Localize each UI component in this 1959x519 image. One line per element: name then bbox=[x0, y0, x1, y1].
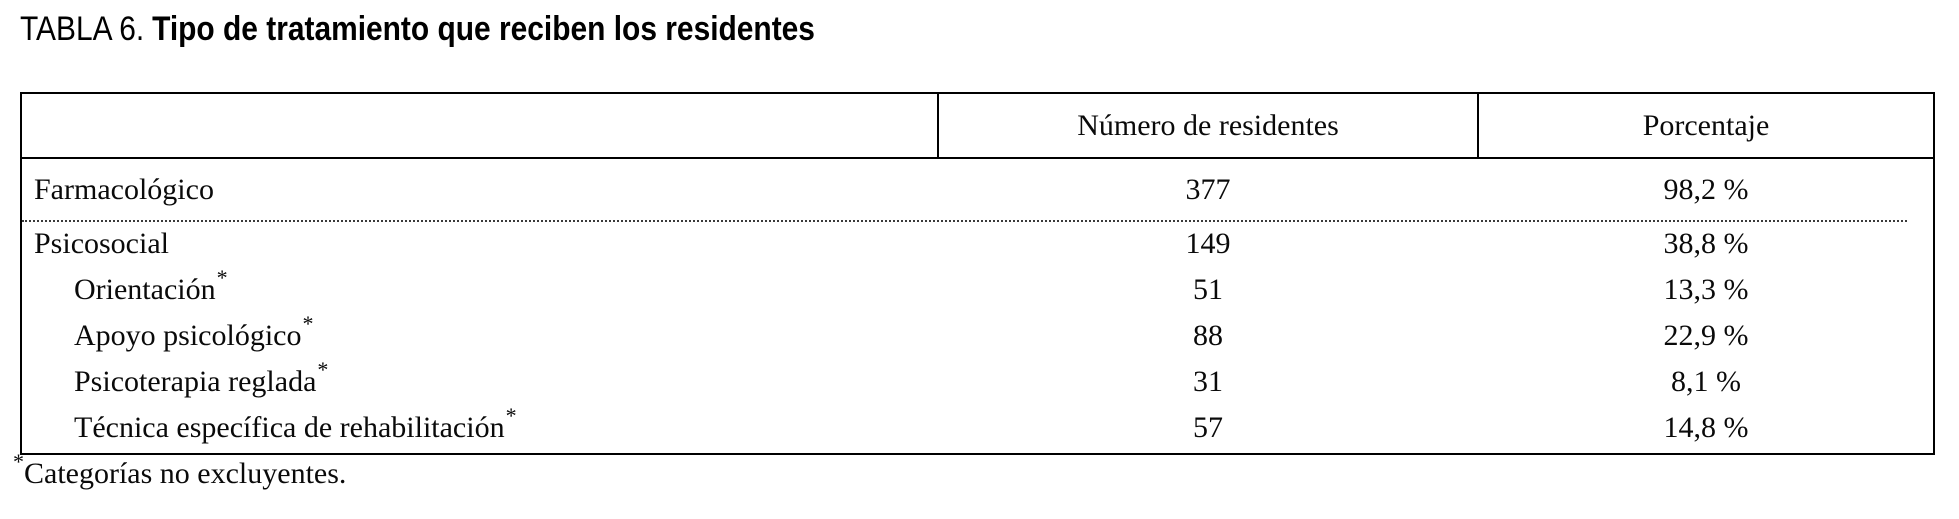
table-row: Farmacológico 377 98,2 % bbox=[22, 159, 1933, 222]
row-percentage: 98,2 % bbox=[1663, 173, 1749, 206]
row-label: Técnica específica de rehabilitación* bbox=[22, 405, 937, 445]
treatment-table: Número de residentes Porcentaje Farmacol… bbox=[20, 92, 1935, 455]
row-label-text: Apoyo psicológico bbox=[74, 319, 302, 352]
row-percentage: 38,8 % bbox=[1663, 227, 1749, 260]
table-row: Técnica específica de rehabilitación* 57… bbox=[22, 405, 1933, 451]
row-label: Farmacológico bbox=[22, 173, 937, 207]
row-label-text: Psicoterapia reglada bbox=[74, 365, 317, 398]
row-asterisk-marker: * bbox=[317, 357, 329, 382]
row-residents-count: 57 bbox=[1193, 411, 1223, 444]
row-percentage: 13,3 % bbox=[1663, 273, 1749, 306]
table-title-number: TABLA 6. bbox=[20, 10, 145, 48]
row-label: Orientación* bbox=[22, 267, 937, 307]
row-residents-count: 149 bbox=[1185, 227, 1231, 260]
header-empty-cell bbox=[22, 94, 937, 157]
footnote-asterisk-marker: * bbox=[13, 449, 24, 474]
table-footnote: *Categorías no excluyentes. bbox=[13, 451, 347, 491]
row-label-text: Técnica específica de rehabilitación bbox=[74, 411, 505, 444]
table-row: Apoyo psicológico* 88 22,9 % bbox=[22, 313, 1933, 359]
header-percentage: Porcentaje bbox=[1477, 94, 1933, 157]
row-label: Apoyo psicológico* bbox=[22, 313, 937, 353]
header-residents-count: Número de residentes bbox=[937, 94, 1477, 157]
row-label-text: Psicosocial bbox=[34, 227, 169, 260]
row-asterisk-marker: * bbox=[302, 311, 314, 336]
table-row: Orientación* 51 13,3 % bbox=[22, 267, 1933, 313]
row-label-text: Orientación bbox=[74, 273, 216, 306]
table-title: TABLA 6. Tipo de tratamiento que reciben … bbox=[20, 8, 815, 50]
row-label: Psicosocial bbox=[22, 227, 937, 261]
table-header-row: Número de residentes Porcentaje bbox=[22, 94, 1933, 159]
row-asterisk-marker: * bbox=[505, 403, 517, 428]
row-percentage: 22,9 % bbox=[1663, 319, 1749, 352]
row-residents-count: 377 bbox=[1185, 173, 1231, 206]
table-title-text: Tipo de tratamiento que reciben los resi… bbox=[152, 10, 815, 48]
table-row: Psicoterapia reglada* 31 8,1 % bbox=[22, 359, 1933, 405]
footnote-text: Categorías no excluyentes. bbox=[24, 457, 347, 490]
row-label: Psicoterapia reglada* bbox=[22, 359, 937, 399]
table-row: Psicosocial 149 38,8 % bbox=[22, 221, 1933, 267]
row-percentage: 14,8 % bbox=[1663, 411, 1749, 444]
row-residents-count: 51 bbox=[1193, 273, 1223, 306]
row-asterisk-marker: * bbox=[216, 265, 228, 290]
table-body: Farmacológico 377 98,2 % Psicosocial 149… bbox=[22, 159, 1933, 453]
row-percentage: 8,1 % bbox=[1671, 365, 1741, 398]
row-residents-count: 31 bbox=[1193, 365, 1223, 398]
row-label-text: Farmacológico bbox=[34, 173, 214, 206]
row-residents-count: 88 bbox=[1193, 319, 1223, 352]
